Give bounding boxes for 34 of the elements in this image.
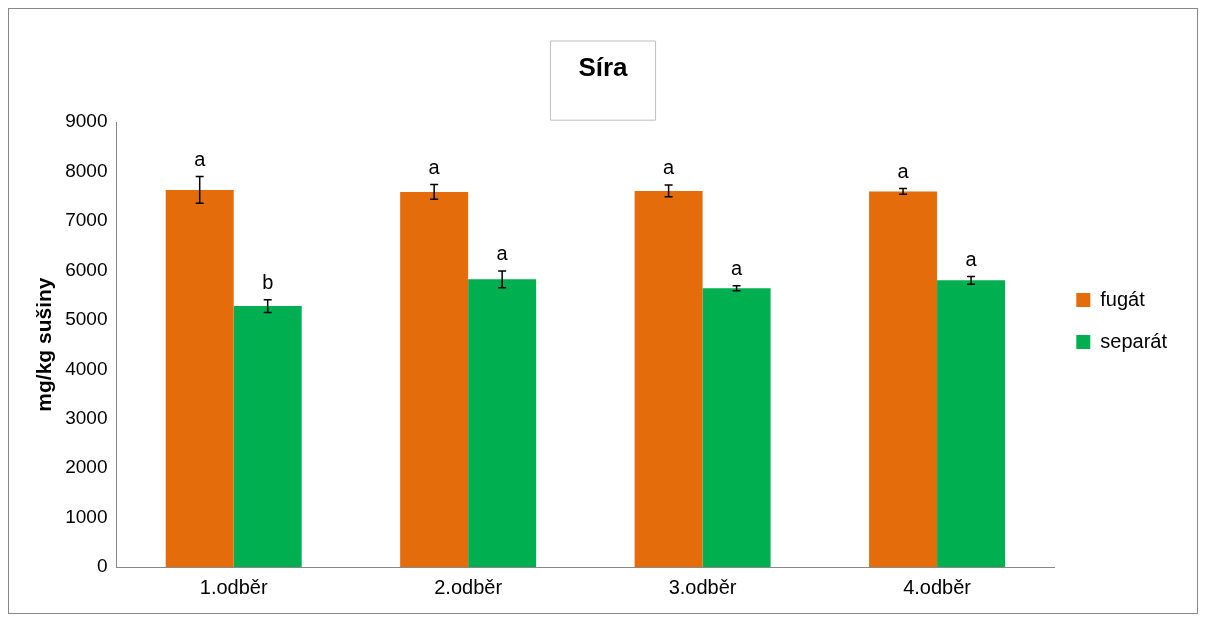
y-tick-label: 4000 [65, 357, 108, 379]
bar [400, 191, 469, 567]
chart-title: Síra [578, 51, 629, 82]
legend-label: separát [1100, 329, 1168, 352]
data-label: a [194, 148, 207, 171]
bar [869, 191, 938, 567]
data-label: a [731, 257, 744, 280]
data-label: a [496, 242, 509, 265]
data-label: a [428, 155, 441, 178]
y-tick-label: 9000 [65, 110, 108, 132]
bar [634, 190, 703, 567]
x-tick-label: 4.odběr [903, 575, 972, 598]
y-axis-title: mg/kg sušiny [32, 277, 56, 412]
y-tick-label: 6000 [65, 258, 108, 280]
data-label: b [262, 271, 274, 294]
data-label: a [897, 159, 910, 182]
data-label: a [663, 156, 676, 179]
bar [165, 189, 234, 567]
x-tick-label: 2.odběr [434, 575, 503, 598]
y-tick-label: 5000 [65, 308, 108, 330]
x-tick-label: 3.odběr [668, 575, 737, 598]
bar [702, 288, 771, 567]
data-label: a [965, 247, 978, 270]
y-tick-label: 0 [96, 555, 108, 577]
bar [468, 279, 537, 567]
y-tick-label: 8000 [65, 159, 108, 181]
x-tick-label: 1.odběr [199, 575, 268, 598]
bar [233, 306, 302, 567]
y-tick-label: 1000 [65, 505, 108, 527]
bar [937, 280, 1006, 567]
y-tick-label: 7000 [65, 209, 108, 231]
legend-label: fugát [1100, 287, 1146, 310]
y-tick-label: 2000 [65, 456, 108, 478]
y-tick-label: 3000 [65, 406, 108, 428]
